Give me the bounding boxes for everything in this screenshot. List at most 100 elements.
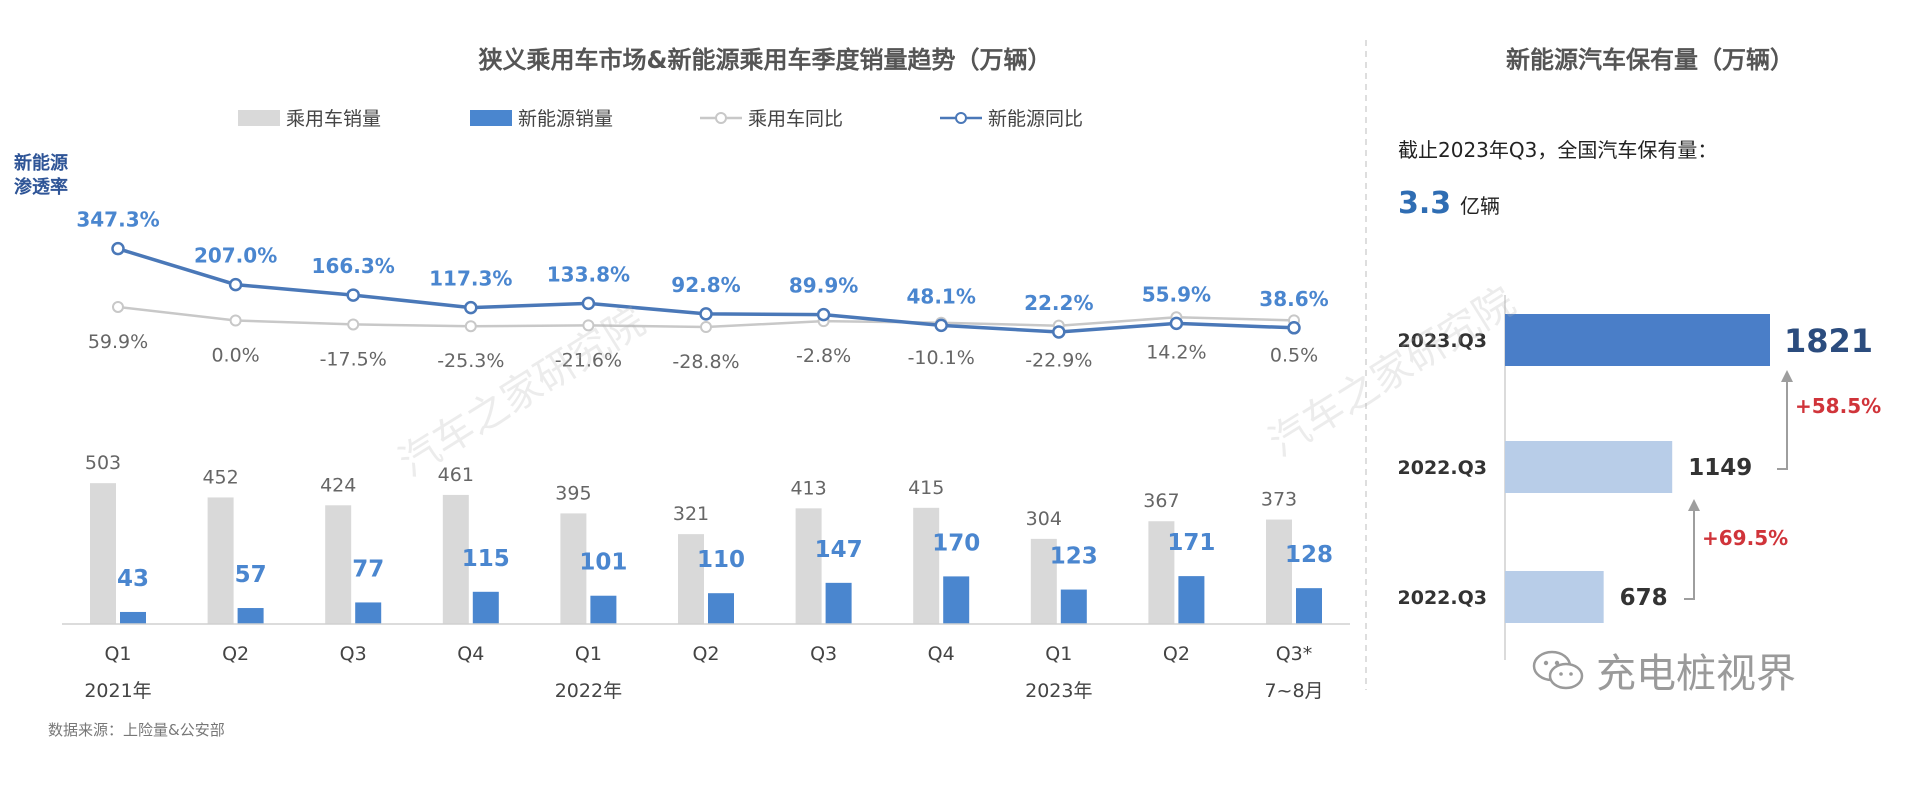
right-chart-subtitle: 截止2023年Q3，全国汽车保有量：: [1398, 138, 1717, 162]
hbar-category-label: 2023.Q3: [1398, 330, 1487, 352]
source-note: 数据来源：上险量&公安部: [48, 721, 225, 739]
label-nev-yoy: 166.3%: [312, 254, 395, 278]
bar-label-passenger-sales: 395: [555, 482, 591, 504]
bar-nev-sales: [590, 595, 617, 624]
bar-label-passenger-sales: 373: [1261, 489, 1297, 511]
watermark-brand-text: 充电桩视界: [1596, 651, 1796, 697]
point-nev-yoy: [934, 318, 948, 333]
legend-swatch-passenger-sales: [238, 110, 280, 126]
label-nev-yoy: 22.2%: [1024, 291, 1093, 315]
bar-passenger-sales: [90, 483, 116, 624]
bar-nev-sales: [355, 602, 382, 624]
x-tick-label: Q3: [810, 643, 837, 665]
hbar-nev-stock: [1505, 441, 1673, 493]
label-passenger-yoy: 59.9%: [88, 331, 148, 353]
label-nev-yoy: 38.6%: [1259, 287, 1328, 311]
legend-marker-passenger-yoy: [715, 112, 727, 124]
watermark-brand: 充电桩视界: [1530, 640, 1870, 700]
growth-arrow-2023: [1777, 372, 1788, 470]
label-nev-yoy: 117.3%: [429, 267, 512, 291]
bar-label-passenger-sales: 415: [908, 477, 944, 499]
legend-label: 乘用车销量: [286, 108, 381, 130]
chart-marks: 乘用车销量 新能源销量 乘用车同比 新能源同比 503 43 452 57 424 77 461 11…: [62, 108, 1881, 702]
x-group-label: 7~8月: [1264, 680, 1323, 702]
point-passenger-yoy: [229, 314, 242, 327]
point-nev-yoy: [581, 296, 596, 311]
point-nev-yoy: [111, 241, 125, 256]
bar-label-nev-sales: 170: [932, 530, 980, 556]
hbar-category-label: 2022.Q3: [1398, 587, 1487, 609]
legend-label: 乘用车同比: [748, 108, 843, 130]
bar-nev-sales: [1060, 589, 1087, 624]
hbar-nev-stock: [1505, 314, 1770, 366]
legend-label: 新能源同比: [988, 108, 1083, 130]
label-nev-yoy: 89.9%: [789, 274, 858, 298]
label-passenger-yoy: -2.8%: [796, 345, 851, 367]
growth-arrow-2022: [1684, 501, 1695, 600]
label-passenger-yoy: -22.9%: [1025, 350, 1092, 372]
bar-nev-sales: [237, 608, 264, 624]
label-nev-yoy: 347.3%: [76, 208, 159, 232]
growth-label: +69.5%: [1702, 526, 1788, 550]
bar-nev-sales: [825, 582, 852, 624]
bar-label-nev-sales: 147: [815, 537, 863, 563]
penetration-label-line2: 渗透率: [14, 176, 68, 198]
bar-nev-sales: [1296, 588, 1322, 624]
label-passenger-yoy: 0.0%: [211, 344, 259, 366]
x-tick-label: Q1: [1045, 643, 1072, 665]
x-tick-label: Q3: [340, 643, 367, 665]
bar-label-passenger-sales: 367: [1143, 490, 1179, 512]
bar-nev-sales: [120, 611, 146, 624]
bar-label-nev-sales: 43: [117, 566, 149, 592]
label-nev-yoy: 133.8%: [547, 262, 630, 286]
point-passenger-yoy: [112, 300, 124, 313]
bar-label-nev-sales: 110: [697, 547, 745, 573]
penetration-label-line1: 新能源: [14, 152, 68, 174]
label-nev-yoy: 55.9%: [1142, 282, 1211, 306]
wechat-icon: [1532, 650, 1584, 690]
point-nev-yoy: [464, 300, 478, 315]
left-chart-title: 狭义乘用车市场&新能源乘用车季度销量趋势（万辆）: [478, 46, 1052, 74]
label-passenger-yoy: 0.5%: [1270, 344, 1318, 366]
bar-label-nev-sales: 77: [352, 556, 384, 582]
point-nev-yoy: [1052, 325, 1066, 339]
right-chart-title: 新能源汽车保有量（万辆）: [1506, 46, 1794, 74]
point-passenger-yoy: [582, 319, 595, 332]
x-tick-label: Q3*: [1276, 643, 1313, 665]
bar-passenger-sales: [560, 513, 587, 624]
bar-passenger-sales: [442, 494, 469, 624]
growth-label: +58.5%: [1795, 394, 1881, 418]
x-tick-label: Q1: [575, 643, 602, 665]
label-passenger-yoy: -21.6%: [555, 349, 622, 371]
point-nev-yoy: [1169, 316, 1184, 331]
bar-label-passenger-sales: 304: [1026, 508, 1062, 530]
x-tick-label: Q4: [457, 643, 484, 665]
bar-passenger-sales: [207, 497, 234, 624]
bar-passenger-sales: [678, 534, 704, 624]
bar-label-passenger-sales: 321: [673, 503, 709, 525]
hbar-category-label: 2022.Q3: [1398, 457, 1487, 479]
bar-nev-sales: [708, 593, 734, 624]
x-tick-label: Q2: [692, 643, 719, 665]
growth-arrow-2022-head: [1688, 499, 1700, 511]
bar-label-nev-sales: 115: [462, 546, 510, 572]
x-tick-label: Q2: [222, 643, 249, 665]
bar-label-passenger-sales: 413: [790, 477, 826, 499]
bar-label-nev-sales: 123: [1050, 544, 1098, 570]
point-nev-yoy: [1287, 321, 1301, 335]
label-nev-yoy: 48.1%: [907, 284, 976, 308]
x-group-label: 2022年: [555, 680, 622, 702]
bar-label-nev-sales: 171: [1167, 530, 1215, 556]
bar-label-passenger-sales: 452: [202, 466, 238, 488]
x-tick-label: Q2: [1163, 643, 1190, 665]
point-nev-yoy: [346, 288, 360, 302]
point-passenger-yoy: [347, 318, 360, 331]
point-passenger-yoy: [464, 320, 477, 333]
legend-swatch-nev-sales: [470, 110, 512, 126]
x-tick-label: Q4: [928, 643, 955, 665]
x-group-label: 2023年: [1025, 680, 1092, 702]
label-passenger-yoy: -25.3%: [437, 350, 504, 372]
bar-passenger-sales: [913, 507, 940, 624]
hbar-nev-stock: [1505, 571, 1604, 623]
label-nev-yoy: 207.0%: [194, 244, 277, 268]
